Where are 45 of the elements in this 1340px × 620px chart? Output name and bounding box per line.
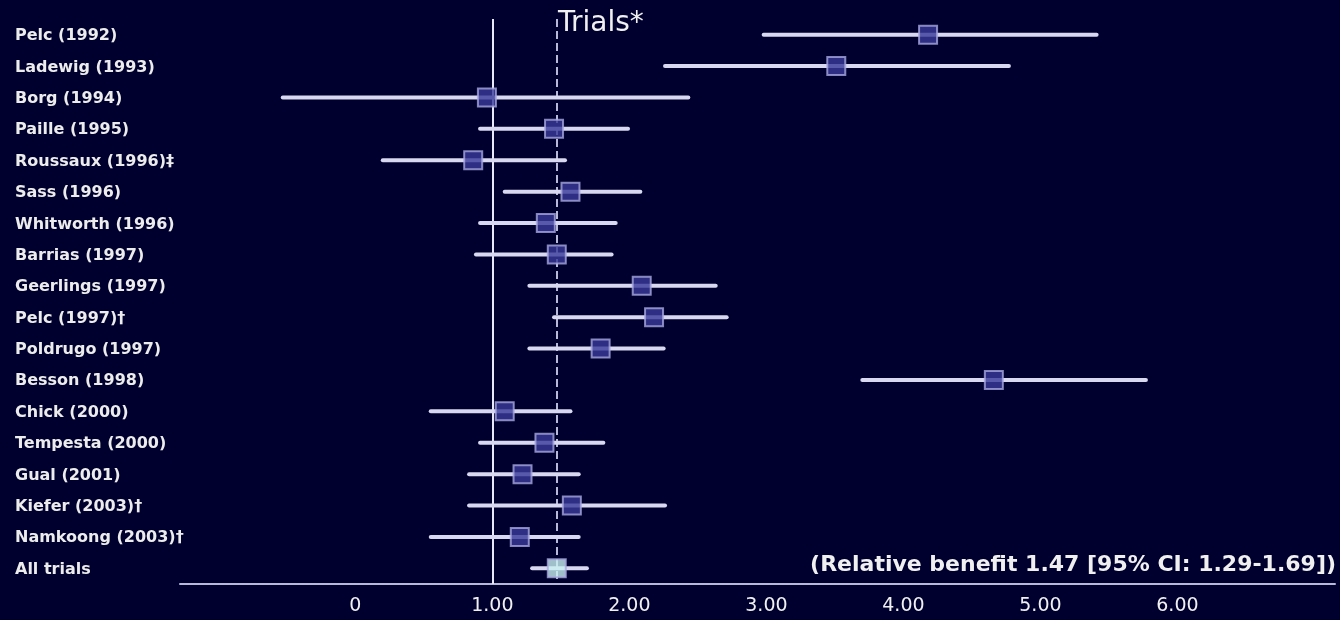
y-tick-label: Poldrugo (1997) — [15, 339, 162, 359]
y-tick-label: Barrias (1997) — [15, 244, 145, 264]
y-tick-label: All trials — [15, 558, 91, 578]
y-tick-label: Tempesta (2000) — [15, 433, 167, 453]
point — [463, 150, 484, 171]
point — [509, 526, 530, 547]
y-tick-label: Paille (1995) — [15, 119, 130, 139]
point — [560, 181, 581, 202]
x-tick-label: 0 — [349, 592, 362, 615]
point — [476, 87, 497, 108]
y-tick-label: Pelc (1992) — [15, 25, 118, 45]
y-tick-label: Besson (1998) — [15, 370, 145, 390]
point — [644, 307, 665, 328]
point — [631, 275, 652, 296]
y-tick-label: Geerlings (1997) — [15, 276, 166, 296]
point — [561, 495, 582, 516]
point — [544, 118, 565, 139]
point — [534, 432, 555, 453]
point — [535, 213, 556, 234]
y-tick-label: Pelc (1997)† — [15, 307, 126, 327]
y-tick-label: Namkoong (2003)† — [15, 527, 184, 547]
point — [494, 401, 515, 422]
x-tick-label: 1.00 — [471, 592, 514, 615]
annotation: (Relative benefit 1.47 [95% CI: 1.29-1.69]) — [810, 550, 1337, 576]
x-tick-label: 3.00 — [745, 592, 788, 615]
point — [983, 369, 1004, 390]
point — [918, 24, 939, 45]
chart-title: Trials* — [557, 4, 644, 38]
x-tick-label: 6.00 — [1156, 592, 1199, 615]
point — [546, 244, 567, 265]
y-tick-label: Whitworth (1996) — [15, 213, 175, 233]
x-tick-label: 2.00 — [608, 592, 651, 615]
x-tick-label: 5.00 — [1019, 592, 1062, 615]
y-tick-label: Gual (2001) — [15, 464, 121, 484]
y-tick-label: Chick (2000) — [15, 401, 129, 421]
y-tick-label: Sass (1996) — [15, 182, 122, 202]
point — [512, 464, 533, 485]
point — [546, 558, 567, 579]
y-tick-label: Ladewig (1993) — [15, 56, 155, 76]
x-tick-label: 4.00 — [882, 592, 925, 615]
y-tick-label: Kiefer (2003)† — [15, 496, 143, 516]
point — [826, 56, 847, 77]
point — [590, 338, 611, 359]
y-tick-label: Roussaux (1996)‡ — [15, 150, 174, 170]
y-tick-label: Borg (1994) — [15, 87, 123, 107]
